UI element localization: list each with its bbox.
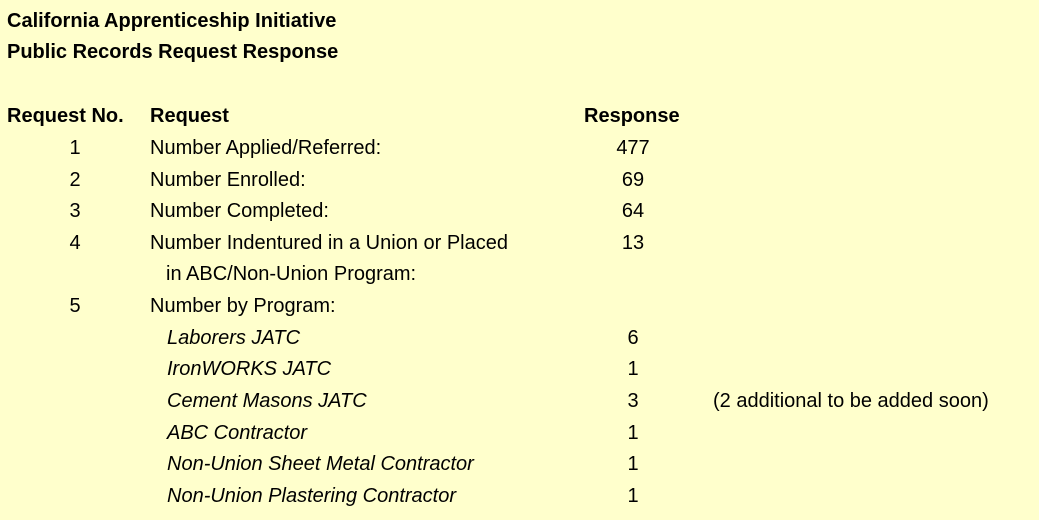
- program-name: Cement Masons JATC: [167, 390, 367, 412]
- row-2-number: 2: [69, 169, 81, 191]
- row-5-number: 5: [69, 295, 81, 317]
- row-3-number: 3: [69, 200, 81, 222]
- row-4-response: 13: [621, 232, 645, 254]
- program-count: 3: [627, 390, 639, 412]
- program-name: Laborers JATC: [167, 327, 301, 349]
- header-request-no: Request No.: [7, 105, 124, 127]
- program-name: ABC Contractor: [167, 422, 308, 444]
- row-4-request: Number Indentured in a Union or Placed: [150, 232, 508, 254]
- row-2-response: 69: [621, 169, 645, 191]
- document-subtitle: Public Records Request Response: [7, 41, 339, 63]
- row-3-request: Number Completed:: [150, 200, 329, 222]
- program-count: 1: [627, 453, 639, 475]
- document-title: California Apprenticeship Initiative: [7, 10, 337, 32]
- row-1-number: 1: [69, 137, 81, 159]
- program-count: 1: [627, 422, 639, 444]
- row-5-request: Number by Program:: [150, 295, 336, 317]
- program-note: (2 additional to be added soon): [713, 390, 989, 412]
- row-3-response: 64: [621, 200, 645, 222]
- header-request: Request: [150, 105, 229, 127]
- header-response: Response: [584, 105, 680, 127]
- program-count: 6: [627, 327, 639, 349]
- row-4-number: 4: [69, 232, 81, 254]
- program-count: 1: [627, 485, 639, 507]
- row-1-request: Number Applied/Referred:: [150, 137, 382, 159]
- program-name: Non-Union Plastering Contractor: [167, 485, 457, 507]
- row-4-request-continued: in ABC/Non-Union Program:: [166, 263, 417, 285]
- program-count: 1: [627, 358, 639, 380]
- program-name: Non-Union Sheet Metal Contractor: [167, 453, 474, 475]
- row-2-request: Number Enrolled:: [150, 169, 306, 191]
- program-name: IronWORKS JATC: [167, 358, 332, 380]
- row-1-response: 477: [616, 137, 650, 159]
